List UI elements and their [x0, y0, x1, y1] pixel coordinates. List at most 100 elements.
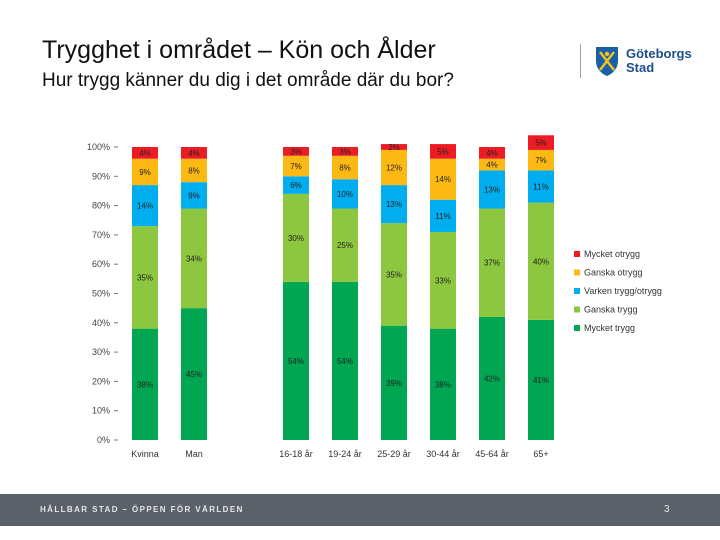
bar-segment [181, 308, 207, 440]
data-label: 2% [388, 143, 400, 152]
data-label: 3% [339, 147, 351, 156]
bar-segment [283, 176, 309, 194]
y-tick-label: 80% [92, 201, 110, 211]
data-label: 6% [290, 181, 302, 190]
data-label: 39% [386, 379, 402, 388]
legend-swatch [574, 269, 580, 276]
bar-segment [381, 185, 407, 224]
y-tick-label: 90% [92, 171, 110, 181]
legend-swatch [574, 306, 580, 313]
x-category-label: Man [185, 449, 203, 459]
data-label: 14% [137, 202, 153, 211]
bar-segment [479, 147, 505, 159]
data-label: 10% [337, 190, 353, 199]
data-label: 54% [337, 357, 353, 366]
data-label: 5% [535, 139, 547, 148]
legend-label: Varken trygg/otrygg [584, 286, 662, 296]
logo-divider [580, 44, 581, 78]
bar-segment [181, 208, 207, 309]
x-category-label: 30-44 år [426, 449, 460, 459]
legend-label: Mycket trygg [584, 323, 635, 333]
bar-segment [132, 158, 158, 186]
page-title: Trygghet i området – Kön och Ålder [42, 36, 436, 64]
y-tick-label: 100% [87, 142, 110, 152]
data-label: 35% [386, 270, 402, 279]
data-label: 7% [290, 162, 302, 171]
bar-segment [430, 158, 456, 200]
bar-segment [528, 202, 554, 320]
bar-segment [381, 144, 407, 150]
page-subtitle: Hur trygg känner du dig i det område där… [42, 70, 454, 91]
x-category-label: 65+ [533, 449, 548, 459]
bar-segment [332, 147, 358, 156]
footer-slogan: HÅLLBAR STAD – ÖPPEN FÖR VÄRLDEN [40, 505, 244, 514]
logo-text: Göteborgs Stad [626, 47, 692, 75]
data-label: 42% [484, 374, 500, 383]
data-label: 4% [486, 161, 498, 170]
bar-segment [430, 199, 456, 232]
data-label: 38% [137, 380, 153, 389]
data-label: 30% [288, 234, 304, 243]
legend-label: Ganska otrygg [584, 268, 643, 278]
bar-segment [283, 193, 309, 282]
data-label: 12% [386, 164, 402, 173]
data-label: 35% [137, 273, 153, 282]
data-label: 45% [186, 370, 202, 379]
stacked-bar-chart: 0% 10% 20% 30% 40% 50% 60% 70% 80% 90% 100% 38% 35% 1… [87, 135, 662, 459]
bar-segment [430, 231, 456, 329]
bar-segment [283, 147, 309, 156]
x-category-label: 19-24 år [328, 449, 362, 459]
bar-segment [132, 328, 158, 440]
data-label: 4% [486, 149, 498, 158]
data-label: 40% [533, 257, 549, 266]
bar-segment [332, 179, 358, 209]
data-label: 9% [188, 191, 200, 200]
y-tick-label: 70% [92, 230, 110, 240]
bar-segment [479, 208, 505, 317]
bar-segment [332, 155, 358, 180]
x-category-label: 45-64 år [475, 449, 509, 459]
goteborgs-stad-logo: Göteborgs Stad [580, 44, 700, 80]
legend-swatch [574, 251, 580, 257]
legend-swatch [574, 288, 580, 294]
data-label: 14% [435, 175, 451, 184]
y-tick-label: 40% [92, 318, 110, 328]
bar-segment [479, 316, 505, 440]
bar-segment [528, 149, 554, 171]
y-tick-label: 20% [92, 376, 110, 386]
x-category-label: 16-18 år [279, 449, 313, 459]
y-tick-label: 0% [97, 435, 110, 445]
logo-line-1: Göteborgs [626, 46, 692, 61]
data-label: 34% [186, 254, 202, 263]
data-label: 4% [188, 149, 200, 158]
bar-segment [381, 149, 407, 186]
bar-segment [332, 281, 358, 440]
bar-segment [283, 155, 309, 177]
bar-segment [332, 208, 358, 282]
city-emblem-icon [596, 47, 618, 76]
bar-segment [528, 319, 554, 440]
bar-segment [181, 158, 207, 183]
data-label: 25% [337, 241, 353, 250]
bar-segment [528, 135, 554, 150]
data-label: 9% [139, 168, 151, 177]
y-tick-label: 10% [92, 406, 110, 416]
bar-segment [381, 223, 407, 326]
data-label: 11% [533, 183, 548, 192]
bar-segment [430, 144, 456, 159]
data-label: 11% [435, 212, 450, 221]
data-label: 54% [288, 357, 304, 366]
data-label: 37% [484, 259, 500, 268]
x-category-label: 25-29 år [377, 449, 411, 459]
legend-label: Ganska trygg [584, 305, 638, 315]
bar-segment [283, 281, 309, 440]
data-label: 33% [435, 276, 451, 285]
data-label: 38% [435, 380, 451, 389]
y-tick-label: 50% [92, 289, 110, 299]
bar-segment [381, 325, 407, 440]
footer-bar: HÅLLBAR STAD – ÖPPEN FÖR VÄRLDEN 3 [0, 494, 720, 526]
bar-segment [479, 170, 505, 209]
bar-segment [132, 185, 158, 227]
bar-segment [132, 147, 158, 159]
bar-segment [181, 147, 207, 159]
